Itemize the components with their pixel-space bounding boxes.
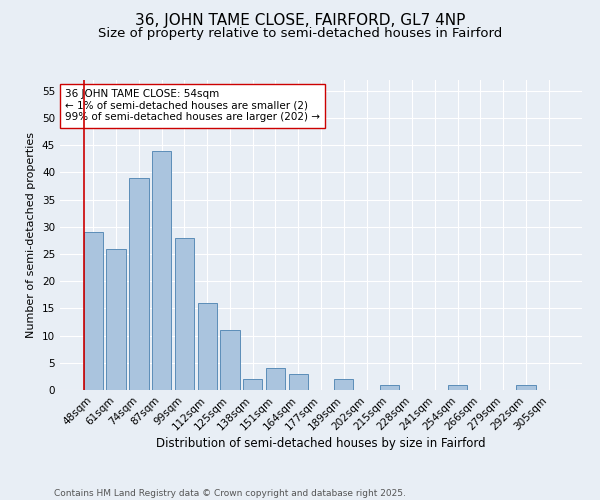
- Bar: [84, 232, 103, 390]
- Text: Contains HM Land Registry data © Crown copyright and database right 2025.: Contains HM Land Registry data © Crown c…: [54, 488, 406, 498]
- Text: 36 JOHN TAME CLOSE: 54sqm
← 1% of semi-detached houses are smaller (2)
99% of se: 36 JOHN TAME CLOSE: 54sqm ← 1% of semi-d…: [65, 90, 320, 122]
- Bar: [106, 248, 126, 390]
- Text: Size of property relative to semi-detached houses in Fairford: Size of property relative to semi-detach…: [98, 28, 502, 40]
- Bar: [197, 303, 217, 390]
- Y-axis label: Number of semi-detached properties: Number of semi-detached properties: [26, 132, 37, 338]
- Bar: [152, 150, 172, 390]
- X-axis label: Distribution of semi-detached houses by size in Fairford: Distribution of semi-detached houses by …: [156, 438, 486, 450]
- Bar: [129, 178, 149, 390]
- Bar: [380, 384, 399, 390]
- Bar: [448, 384, 467, 390]
- Bar: [266, 368, 285, 390]
- Bar: [220, 330, 239, 390]
- Bar: [334, 379, 353, 390]
- Bar: [289, 374, 308, 390]
- Bar: [175, 238, 194, 390]
- Bar: [516, 384, 536, 390]
- Bar: [243, 379, 262, 390]
- Text: 36, JOHN TAME CLOSE, FAIRFORD, GL7 4NP: 36, JOHN TAME CLOSE, FAIRFORD, GL7 4NP: [135, 12, 465, 28]
